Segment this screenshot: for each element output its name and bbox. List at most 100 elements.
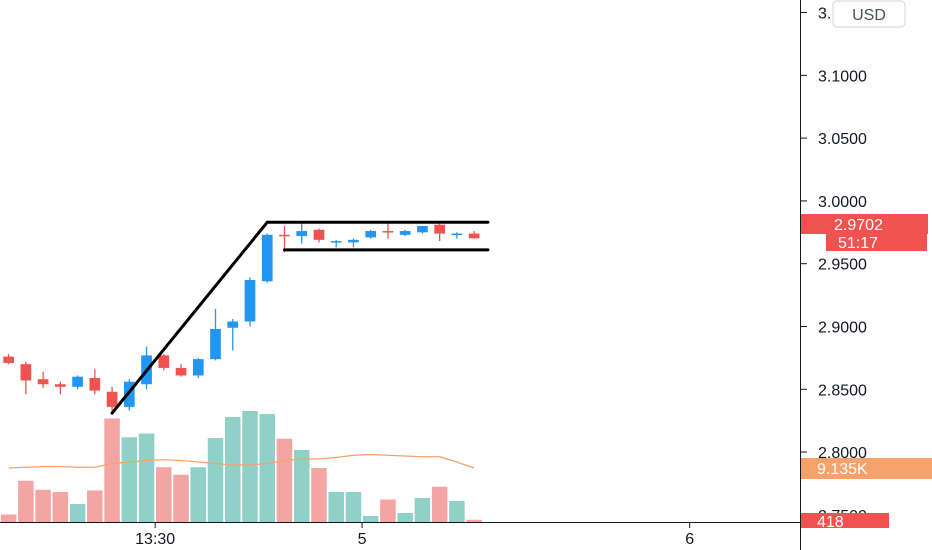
- volume-value: 418: [817, 514, 844, 531]
- price-tick-label: 3.0000: [818, 194, 867, 211]
- volume-bar: [397, 513, 413, 522]
- volume-bar: [69, 504, 86, 522]
- candle: [106, 386, 118, 412]
- volume-ma-line: [8, 453, 475, 469]
- volume-layer: [0, 411, 482, 522]
- time-tick-label: 6: [685, 531, 694, 548]
- volume-bar: [431, 486, 448, 522]
- currency-button[interactable]: USD: [832, 0, 906, 28]
- candle-body: [72, 376, 83, 387]
- volume-bar: [121, 437, 138, 522]
- candle-body: [175, 367, 187, 376]
- candle-body: [330, 241, 342, 243]
- candle: [192, 357, 204, 378]
- last-price-tag: 2.9702: [801, 214, 928, 234]
- volume-bar: [242, 411, 258, 522]
- drawing-layer[interactable]: [110, 220, 490, 415]
- candle: [55, 381, 66, 395]
- candle-body: [348, 239, 359, 243]
- candle: [20, 361, 32, 395]
- price-tick-label: 2.8500: [818, 382, 867, 399]
- last-price-value: 2.9702: [834, 217, 883, 234]
- candle-body: [399, 231, 411, 235]
- volume-bar: [0, 514, 17, 522]
- volume-bar: [138, 433, 155, 522]
- candle: [279, 226, 290, 253]
- volume-bar: [345, 492, 362, 522]
- candle-body: [417, 226, 428, 233]
- candle-body: [296, 231, 308, 237]
- volume-bar: [18, 480, 34, 522]
- volume-bar: [35, 489, 51, 522]
- candle-body: [382, 231, 394, 233]
- volume-bar: [293, 450, 310, 522]
- price-tick-label: 2.8000: [818, 445, 867, 462]
- candle: [399, 229, 411, 237]
- candle-body: [89, 377, 101, 391]
- countdown-tag-bg: [826, 234, 927, 251]
- candle-body: [244, 280, 256, 322]
- volume-bar: [52, 492, 69, 522]
- volume-bar: [466, 519, 482, 522]
- volume-tag-bg: [801, 513, 889, 528]
- candle-body: [192, 359, 204, 376]
- volume-bar: [190, 467, 207, 522]
- candle-body: [365, 231, 377, 238]
- candle: [313, 228, 325, 243]
- volume-bar: [414, 498, 431, 522]
- currency-button-label: USD: [852, 7, 886, 24]
- price-tick-label: 2.9000: [818, 319, 867, 336]
- candle-body: [227, 321, 239, 328]
- price-tick-label: 3.0500: [818, 131, 867, 148]
- price-tick-label: 3.1000: [818, 68, 867, 85]
- candle: [227, 318, 239, 351]
- candle-body: [279, 234, 290, 237]
- price-tick-label: 2.9500: [818, 257, 867, 274]
- candle: [261, 233, 273, 283]
- candle-body: [468, 233, 480, 239]
- volume-bar: [173, 474, 189, 522]
- volume-bar: [87, 490, 103, 522]
- volume-bar: [328, 492, 344, 522]
- candle-body: [261, 234, 273, 282]
- time-tick-label: 13:30: [135, 531, 175, 548]
- volume-bar: [259, 414, 275, 522]
- countdown-tag: 51:17: [826, 234, 927, 252]
- volume-bar: [225, 417, 241, 522]
- trendline[interactable]: [110, 220, 269, 415]
- volume-tag: 418: [801, 513, 889, 531]
- candle: [451, 232, 463, 239]
- candle: [175, 364, 187, 377]
- volume-bar: [156, 467, 172, 522]
- candle: [417, 226, 428, 234]
- candle: [365, 229, 377, 239]
- candle: [158, 354, 170, 371]
- candle-body: [37, 379, 49, 385]
- candle: [382, 223, 394, 239]
- volume-bar: [104, 418, 120, 522]
- volume-bar: [449, 501, 465, 522]
- candle-body: [106, 391, 118, 407]
- time-tick-label: 5: [358, 531, 367, 548]
- bar-countdown-value: 51:17: [838, 235, 878, 252]
- volume-bar: [207, 438, 224, 522]
- candle: [434, 222, 445, 242]
- candle: [296, 222, 308, 244]
- currency-button-frame: [832, 0, 906, 28]
- candle-body: [55, 384, 66, 387]
- candle: [244, 277, 256, 327]
- volume-bar: [362, 516, 379, 522]
- volume-ma-value: 9.135K: [817, 461, 868, 478]
- candle: [37, 371, 49, 389]
- volume-ma-tag: 9.135K: [801, 458, 932, 479]
- volume-bar: [276, 438, 293, 522]
- candle: [330, 239, 342, 248]
- candle: [210, 308, 221, 361]
- candle-body: [451, 233, 463, 236]
- volume-ma-layer: [8, 453, 475, 469]
- candle: [89, 369, 101, 395]
- time-axis[interactable]: 13:30 5 6: [135, 523, 694, 548]
- candle-body: [313, 229, 325, 240]
